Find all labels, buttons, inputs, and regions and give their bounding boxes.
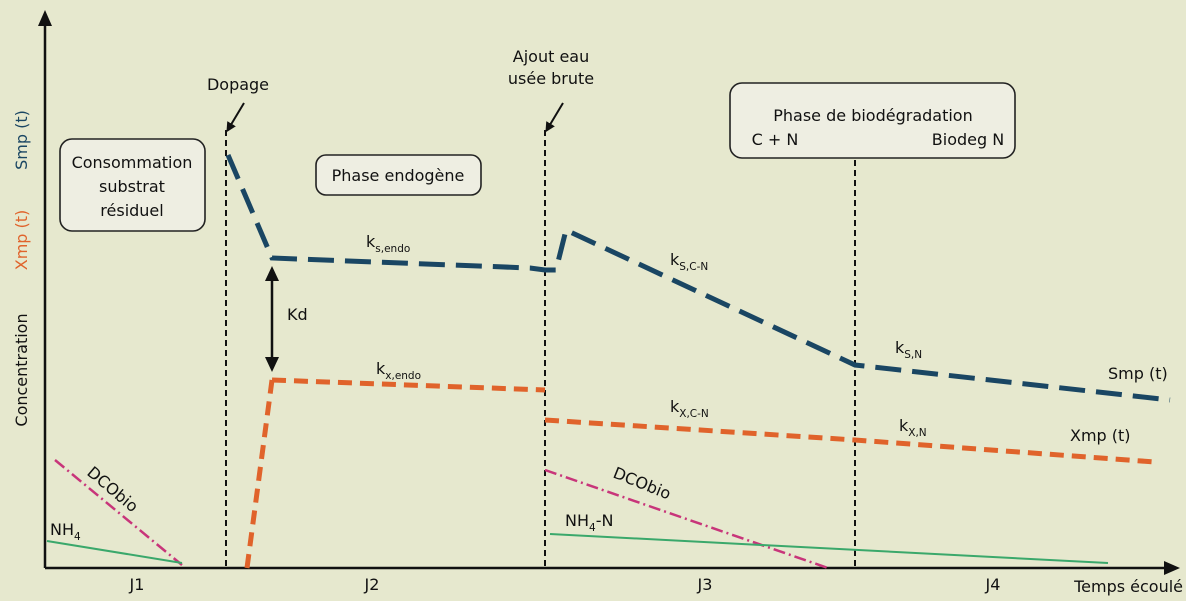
series-label-nh4n: NH4-N <box>565 511 613 534</box>
day-label-j4: J4 <box>985 575 1001 594</box>
x-axis-arrow-icon <box>1164 561 1180 575</box>
box-consommation-line2: substrat <box>99 177 165 196</box>
series-label-xmp: Xmp (t) <box>1070 426 1131 445</box>
box-phase-biodeg-left: C + N <box>752 130 799 149</box>
event-ajout-label-2: usée brute <box>508 69 594 88</box>
rate-ks-endo: ks,endo <box>366 232 410 255</box>
series-label-smp: Smp (t) <box>1108 364 1168 383</box>
xmp-curve-2 <box>544 417 1156 465</box>
y-label-concentration: Concentration <box>12 313 31 426</box>
event-ajout-label-1: Ajout eau <box>513 47 589 66</box>
series-label-dcobio-2: DCObio <box>611 463 674 503</box>
box-phase-endogene <box>315 154 482 196</box>
box-phase-endogene-label: Phase endogène <box>332 166 465 185</box>
dcobio-line-2 <box>544 468 829 570</box>
box-consommation-line3: résiduel <box>100 201 163 220</box>
rate-kx-endo: kx,endo <box>376 359 421 382</box>
y-axis-arrow-icon <box>38 10 52 26</box>
rate-kx-n: kX,N <box>899 416 927 439</box>
box-phase-biodeg-title: Phase de biodégradation <box>773 106 972 125</box>
rate-ks-cn: kS,C-N <box>670 250 708 273</box>
xmp-curve <box>271 377 546 393</box>
y-label-xmp: Xmp (t) <box>12 210 31 271</box>
y-label-smp: Smp (t) <box>12 110 31 170</box>
box-phase-biodeg-right: Biodeg N <box>932 130 1004 149</box>
box-consommation <box>59 138 206 232</box>
rate-ks-n: kS,N <box>895 338 922 361</box>
nh4n-line <box>549 533 1109 564</box>
kd-arrow-bottom-icon <box>265 357 279 372</box>
kd-label: Kd <box>287 305 308 324</box>
xmp-curve-rise <box>244 379 275 569</box>
series-label-nh4: NH4 <box>50 520 81 543</box>
day-label-j3: J3 <box>697 575 713 594</box>
kd-arrow-top-icon <box>265 266 279 281</box>
nh4-line <box>46 540 183 564</box>
x-axis-label: Temps écoulé <box>1073 577 1183 596</box>
dcobio-line-1 <box>54 459 183 566</box>
ajout-arrow-icon <box>545 102 564 133</box>
event-dopage-label: Dopage <box>207 75 269 94</box>
box-phase-biodeg <box>729 82 1016 159</box>
day-label-j2: J2 <box>364 575 380 594</box>
rate-kx-cn: kX,C-N <box>670 397 709 420</box>
day-label-j1: J1 <box>129 575 145 594</box>
box-consommation-line1: Consommation <box>72 153 193 172</box>
dopage-arrow-icon <box>226 102 245 133</box>
smp-curve <box>225 154 1171 403</box>
